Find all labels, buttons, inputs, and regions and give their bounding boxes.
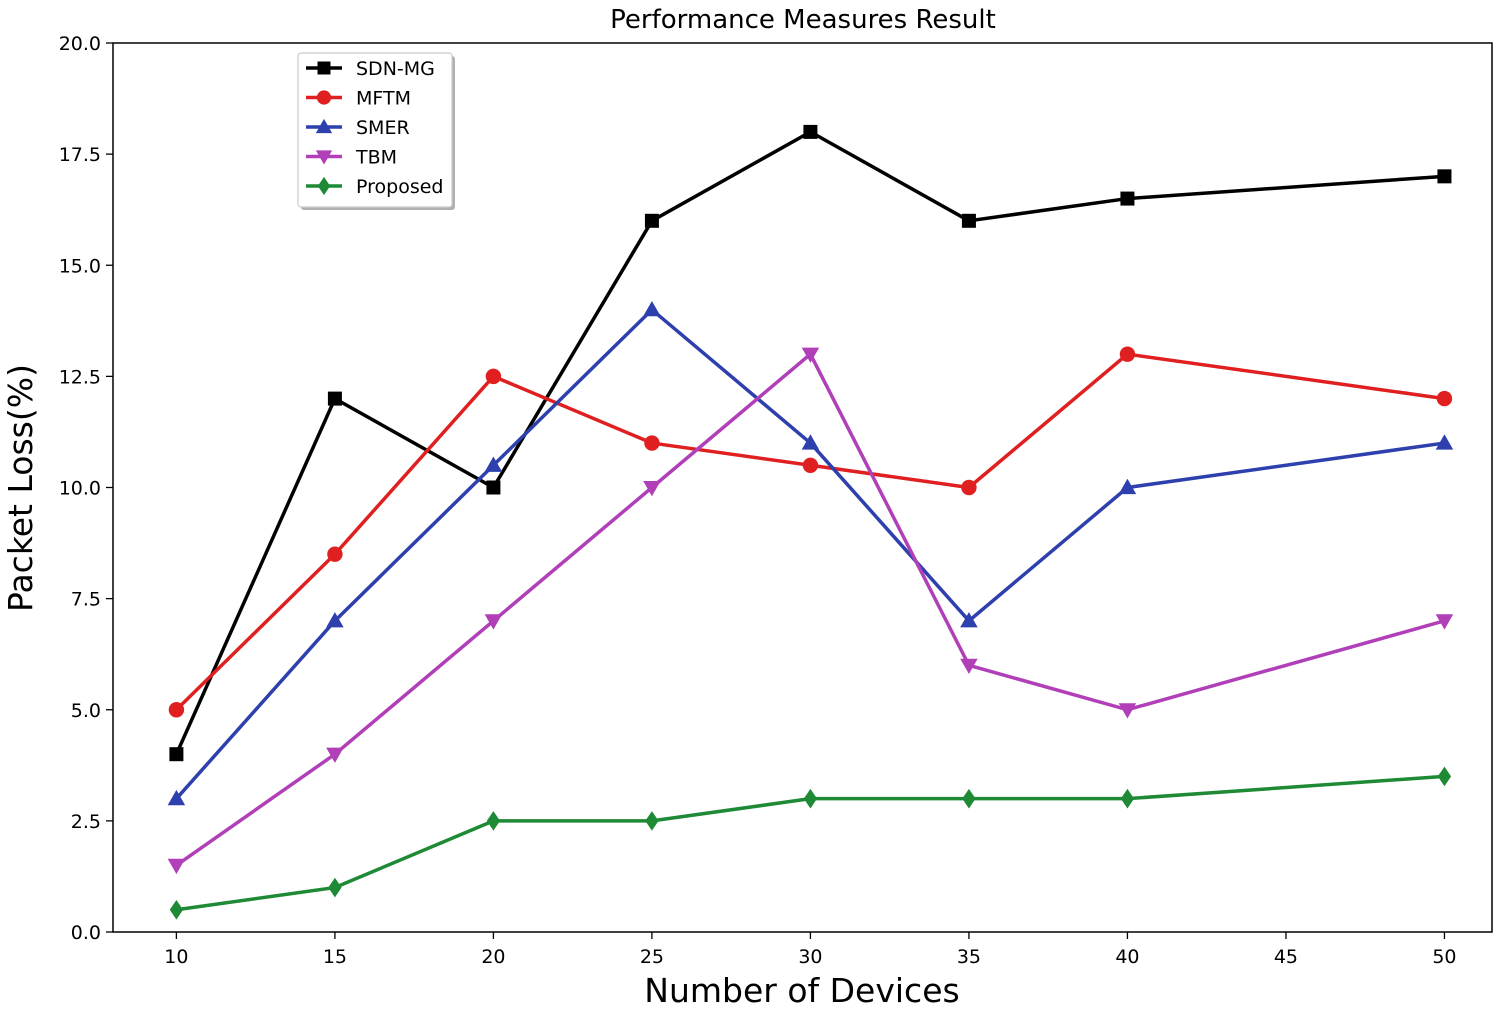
data-point-tbm bbox=[167, 858, 186, 875]
data-point-mftm bbox=[961, 479, 977, 496]
data-point-proposed bbox=[328, 877, 342, 898]
legend-marker-sdn-mg bbox=[317, 61, 331, 75]
data-point-mftm bbox=[327, 546, 343, 562]
data-point-mftm bbox=[485, 368, 502, 385]
x-tick-label: 50 bbox=[1432, 946, 1456, 968]
series-line-sdn-mg bbox=[174, 130, 1445, 755]
legend-marker-proposed bbox=[317, 176, 331, 196]
series-mftm bbox=[168, 346, 1453, 718]
series-smer bbox=[167, 300, 1454, 806]
legend-label-proposed: Proposed bbox=[356, 176, 443, 198]
data-point-proposed bbox=[169, 899, 184, 920]
legend-box bbox=[297, 52, 453, 208]
data-point-tbm bbox=[960, 658, 978, 675]
x-tick-label: 35 bbox=[957, 946, 981, 968]
data-point-proposed bbox=[645, 811, 659, 831]
x-tick-label: 30 bbox=[798, 946, 822, 968]
y-tick-label: 2.5 bbox=[71, 811, 101, 833]
data-point-proposed bbox=[803, 788, 818, 809]
plot-area: 10 15 20 25 30 35 40 45 50 0.0 2.5 5.0 7.5 10.0 12.5 15… bbox=[59, 33, 1493, 968]
data-point-sdn-mg bbox=[1437, 169, 1452, 184]
data-point-sdn-mg bbox=[169, 747, 184, 762]
x-tick-label: 10 bbox=[164, 946, 188, 968]
data-point-tbm bbox=[484, 614, 503, 630]
y-tick-label: 5.0 bbox=[71, 700, 101, 722]
data-point-mftm bbox=[1119, 346, 1136, 362]
data-point-mftm bbox=[168, 702, 185, 718]
chart-title: Performance Measures Result bbox=[610, 5, 996, 35]
data-point-tbm bbox=[1118, 703, 1137, 719]
data-point-tbm bbox=[326, 747, 344, 763]
data-point-smer bbox=[167, 789, 186, 806]
data-point-smer bbox=[643, 300, 661, 317]
legend-label-tbm: TBM bbox=[355, 147, 397, 169]
data-point-tbm bbox=[643, 480, 661, 497]
series-sdn-mg bbox=[169, 124, 1452, 762]
data-point-smer bbox=[801, 434, 820, 450]
data-point-proposed bbox=[962, 788, 976, 809]
data-point-mftm bbox=[802, 457, 819, 473]
data-point-smer bbox=[326, 612, 344, 628]
series-line-tbm bbox=[175, 352, 1445, 867]
data-point-sdn-mg bbox=[961, 213, 976, 228]
y-tick-label: 15.0 bbox=[59, 255, 101, 277]
series-line-mftm bbox=[175, 352, 1445, 711]
x-tick-label: 45 bbox=[1274, 946, 1298, 968]
y-tick-label: 12.5 bbox=[59, 366, 101, 388]
x-tick-label: 20 bbox=[481, 946, 505, 968]
data-point-mftm bbox=[1436, 390, 1453, 407]
data-point-sdn-mg bbox=[1120, 191, 1135, 206]
legend-marker-smer bbox=[315, 118, 333, 134]
series-tbm bbox=[167, 347, 1454, 875]
legend-label-mftm: MFTM bbox=[356, 88, 411, 110]
y-tick-label: 17.5 bbox=[59, 144, 101, 166]
series-proposed bbox=[169, 766, 1452, 920]
data-point-tbm bbox=[1435, 614, 1454, 630]
data-point-tbm bbox=[801, 347, 820, 363]
data-point-sdn-mg bbox=[486, 480, 501, 495]
y-tick-label: 20.0 bbox=[59, 33, 101, 55]
data-point-proposed bbox=[1437, 766, 1452, 787]
series-line-proposed bbox=[176, 774, 1445, 912]
data-point-smer bbox=[1435, 434, 1454, 450]
legend: SDN-MG MFTM SMER TBM Proposed bbox=[297, 52, 455, 210]
data-point-proposed bbox=[486, 811, 501, 831]
data-point-smer bbox=[960, 612, 978, 628]
legend-marker-tbm bbox=[315, 150, 333, 165]
x-tick-label: 40 bbox=[1115, 946, 1139, 968]
x-tick-label: 15 bbox=[323, 946, 347, 968]
data-point-smer bbox=[1118, 478, 1137, 495]
legend-label-smer: SMER bbox=[356, 117, 410, 139]
series-line-smer bbox=[175, 307, 1445, 800]
y-tick-label: 7.5 bbox=[71, 589, 101, 611]
y-axis-title: Packet Loss(%) bbox=[1, 364, 40, 612]
x-tick-label: 25 bbox=[640, 946, 664, 968]
y-tick-label: 0.0 bbox=[71, 922, 101, 944]
x-axis-title: Number of Devices bbox=[644, 971, 959, 1009]
data-point-sdn-mg bbox=[327, 391, 342, 406]
data-point-proposed bbox=[1120, 788, 1135, 809]
data-point-smer bbox=[484, 456, 503, 472]
data-point-sdn-mg bbox=[803, 124, 818, 139]
data-point-sdn-mg bbox=[644, 213, 659, 228]
y-tick-label: 10.0 bbox=[59, 478, 101, 500]
legend-marker-mftm bbox=[316, 90, 332, 105]
legend-label-sdn-mg: SDN-MG bbox=[356, 58, 435, 80]
data-point-mftm bbox=[644, 435, 660, 451]
